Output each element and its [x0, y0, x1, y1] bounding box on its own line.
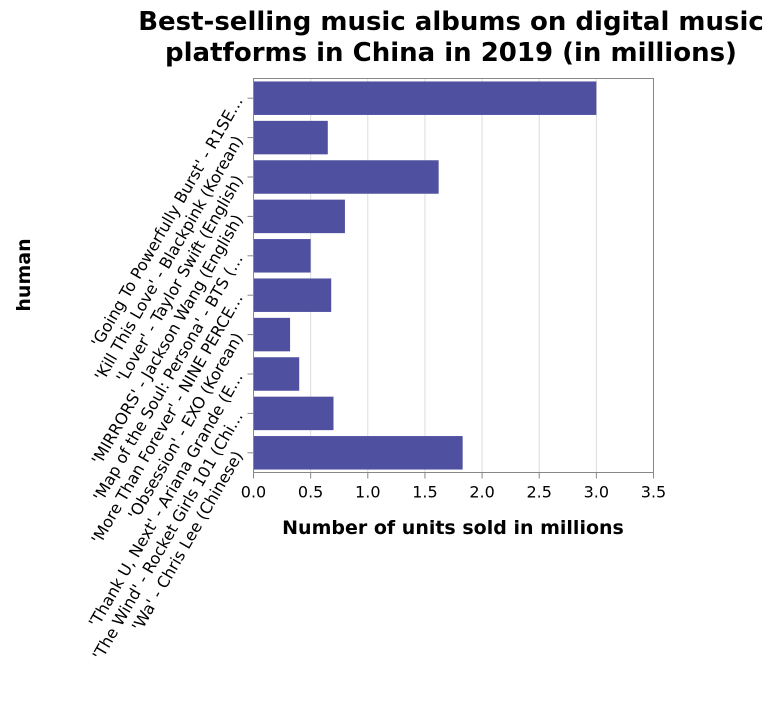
x-tick-label: 0.0: [241, 483, 266, 502]
x-axis-title: Number of units sold in millions: [282, 517, 624, 539]
bar: [253, 199, 345, 234]
grid-lines: [310, 78, 597, 473]
chart-title-line-2: platforms in China in 2019 (in millions): [165, 38, 737, 68]
chart-title-line-1: Best-selling music albums on digital mus…: [138, 7, 764, 37]
bar: [253, 81, 597, 115]
x-tick-label: 3.0: [584, 483, 609, 502]
x-tick-labels: 0.0 0.5 1.0 1.5 2.0 2.5 3.0 3.5: [241, 483, 666, 502]
x-tick-label: 1.5: [412, 483, 437, 502]
bars: [253, 81, 597, 470]
plot-frame: [253, 78, 654, 473]
y-category-labels: 'Going To Powerfully Burst' - R1SE…'Kill…: [85, 93, 247, 663]
bar: [253, 120, 328, 155]
x-tick-label: 0.5: [298, 483, 323, 502]
bar: [253, 160, 439, 194]
x-tick-label: 2.5: [526, 483, 551, 502]
bar: [253, 436, 463, 470]
x-tick-label: 2.0: [469, 483, 494, 502]
y-axis-title: human: [13, 238, 35, 311]
x-tick-label: 1.0: [355, 483, 380, 502]
bar: [253, 278, 332, 312]
bar: [253, 317, 291, 352]
x-tick-label: 3.5: [641, 483, 666, 502]
bar: [253, 239, 311, 273]
bar: [253, 396, 334, 431]
bar: [253, 357, 300, 391]
axis-ticks: [247, 97, 654, 479]
